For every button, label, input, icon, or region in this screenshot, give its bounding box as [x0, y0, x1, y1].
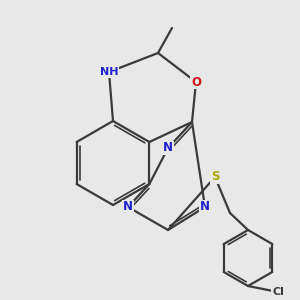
Text: N: N [200, 200, 210, 214]
Text: N: N [163, 142, 173, 154]
Text: S: S [211, 170, 219, 184]
Text: NH: NH [100, 67, 118, 77]
Text: O: O [191, 76, 201, 88]
Text: N: N [123, 200, 133, 214]
Text: Cl: Cl [272, 287, 284, 297]
